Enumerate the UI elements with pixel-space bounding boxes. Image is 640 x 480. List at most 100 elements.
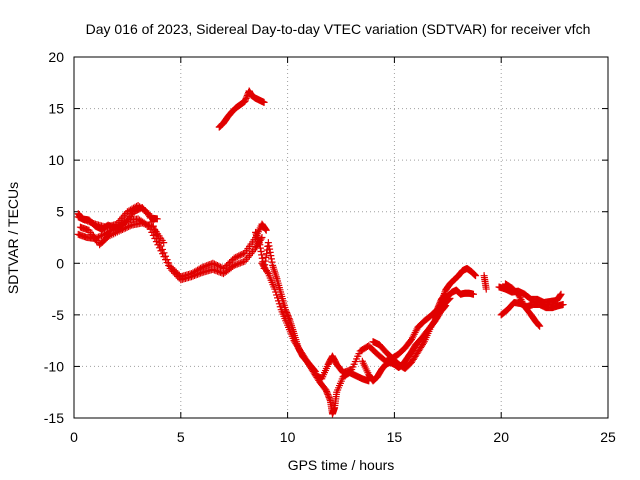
data-point — [165, 261, 173, 269]
data-point — [158, 250, 166, 258]
data-point — [282, 307, 290, 315]
data-point — [258, 251, 266, 259]
data-point — [171, 269, 179, 277]
data-point — [256, 241, 264, 249]
data-point — [210, 260, 218, 268]
series-track-e — [215, 87, 268, 131]
y-tick-label: 15 — [48, 101, 64, 117]
data-point — [97, 232, 105, 240]
data-point — [175, 274, 183, 282]
chart-title: Day 016 of 2023, Sidereal Day-to-day VTE… — [86, 21, 591, 37]
data-point — [169, 268, 177, 276]
data-point — [536, 322, 544, 330]
y-tick-label: -15 — [44, 410, 64, 426]
data-point — [209, 259, 217, 267]
data-point — [325, 394, 333, 402]
data-point — [243, 93, 251, 101]
data-point — [160, 253, 168, 261]
series-track-c — [76, 219, 168, 249]
data-point — [239, 250, 247, 258]
data-point — [152, 238, 160, 246]
grid-layer — [74, 57, 608, 418]
data-point — [256, 244, 264, 252]
data-point — [241, 96, 249, 104]
data-point — [469, 290, 477, 298]
data-point — [274, 294, 282, 302]
y-tick-labels: -15 -10 -5 0 5 10 15 20 — [44, 49, 64, 426]
data-point — [472, 272, 480, 280]
data-point — [266, 245, 274, 253]
data-point — [268, 258, 276, 266]
data-point — [285, 313, 293, 321]
x-tick-label: 0 — [70, 429, 78, 445]
data-point — [322, 386, 330, 394]
data-point — [101, 230, 109, 238]
data-point — [236, 251, 244, 259]
data-point — [172, 271, 180, 279]
data-point — [160, 239, 168, 247]
data-point — [123, 223, 131, 231]
y-axis-title: SDTVAR / TECUs — [5, 182, 21, 294]
data-point — [482, 285, 490, 293]
series-track-l — [440, 286, 477, 306]
data-point — [125, 223, 133, 231]
data-point — [323, 388, 331, 396]
data-point — [163, 259, 171, 267]
data-point — [271, 285, 279, 293]
data-point — [559, 301, 567, 309]
series-track-m — [429, 294, 454, 322]
data-point — [272, 288, 280, 296]
data-point — [232, 253, 240, 261]
data-point — [263, 250, 271, 258]
x-tick-label: 10 — [280, 429, 296, 445]
y-tick-label: -5 — [52, 307, 65, 323]
series-track-k — [433, 264, 480, 319]
data-point — [264, 239, 272, 247]
data-point — [212, 261, 220, 269]
x-tick-label: 5 — [177, 429, 185, 445]
data-point — [283, 309, 291, 317]
data-point — [174, 273, 182, 281]
data-point — [157, 247, 165, 255]
data-point — [226, 259, 234, 267]
data-point — [224, 260, 232, 268]
data-point — [262, 226, 270, 234]
data-point — [168, 266, 176, 274]
data-point — [324, 392, 332, 400]
data-point — [324, 391, 332, 399]
data-point — [419, 339, 427, 347]
data-point — [238, 250, 246, 258]
data-point — [227, 257, 235, 265]
y-tick-label: 0 — [56, 255, 64, 271]
data-point — [284, 312, 292, 320]
x-axis-title: GPS time / hours — [288, 457, 395, 473]
data-point — [263, 268, 271, 276]
data-point — [166, 264, 174, 272]
data-point — [230, 254, 238, 262]
series-track-g — [258, 259, 373, 418]
data-point — [557, 290, 565, 298]
data-point — [154, 241, 162, 249]
data-point — [257, 247, 265, 255]
data-point — [273, 291, 281, 299]
data-point — [233, 253, 241, 261]
data-point — [556, 291, 564, 299]
data-point — [262, 253, 270, 261]
data-point — [126, 222, 134, 230]
data-point — [155, 244, 163, 252]
x-tick-labels: 0 5 10 15 20 25 — [70, 429, 616, 445]
data-point — [99, 231, 107, 239]
data-point — [235, 252, 243, 260]
series-track-i — [358, 302, 450, 385]
data-point — [446, 294, 454, 302]
data-point — [535, 321, 543, 329]
data-point — [162, 256, 170, 264]
y-tick-label: 5 — [56, 204, 64, 220]
data-point — [241, 97, 249, 105]
y-tick-label: -10 — [44, 358, 64, 374]
data-point — [96, 232, 104, 240]
data-point — [262, 225, 270, 233]
x-tick-label: 25 — [600, 429, 616, 445]
y-tick-label: 10 — [48, 152, 64, 168]
